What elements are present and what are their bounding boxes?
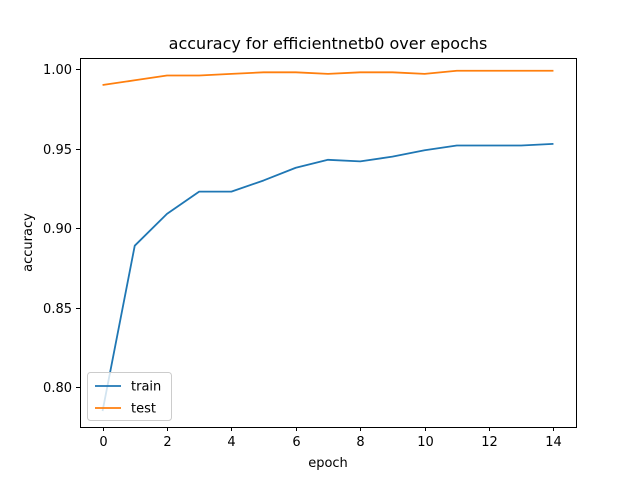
y-tick-label: 1.00	[43, 63, 72, 78]
x-tick-label: 14	[545, 435, 562, 450]
series-layer	[101, 69, 554, 412]
x-tick-label: 10	[417, 435, 434, 450]
y-tick-label: 0.95	[43, 143, 72, 158]
series-line-train	[101, 142, 554, 412]
y-axis-ticks: 0.80 0.85 0.90 0.95 1.00	[43, 63, 80, 396]
legend: train test	[87, 372, 172, 421]
x-tick-label: 0	[99, 435, 107, 450]
plot-area-frame	[80, 58, 577, 428]
x-tick-label: 8	[356, 435, 364, 450]
legend-label-train: train	[131, 380, 161, 395]
y-tick-label: 0.85	[43, 302, 72, 317]
x-tick-label: 4	[227, 435, 235, 450]
x-axis-ticks: 0 2 4 6 8 10 12 14	[99, 427, 562, 450]
x-tick-label: 2	[163, 435, 171, 450]
y-axis-label: accuracy	[21, 213, 36, 272]
x-tick-label: 6	[292, 435, 300, 450]
y-tick-label: 0.80	[43, 381, 72, 396]
x-axis-label: epoch	[308, 456, 348, 471]
legend-label-test: test	[131, 402, 156, 417]
y-tick-label: 0.90	[43, 222, 72, 237]
chart-title: accuracy for efficientnetb0 over epochs	[169, 34, 488, 53]
x-tick-label: 12	[481, 435, 498, 450]
series-line-test	[102, 69, 554, 86]
